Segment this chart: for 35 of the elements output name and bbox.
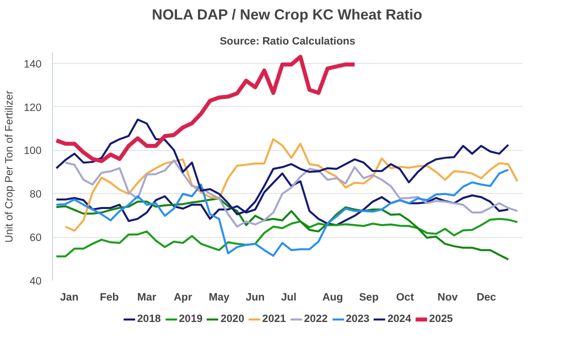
legend-label: 2024 xyxy=(387,313,412,325)
line-series xyxy=(64,138,518,232)
y-tick-label: 100 xyxy=(24,145,42,158)
legend-label: 2019 xyxy=(178,313,203,325)
legend-label: 2018 xyxy=(137,313,161,325)
x-tick-label: Nov xyxy=(438,292,458,304)
legend-label: 2023 xyxy=(346,313,370,325)
y-tick-label: 80 xyxy=(30,188,42,201)
legend-label: 2022 xyxy=(304,313,328,325)
line-series xyxy=(55,168,510,257)
y-tick-label: 40 xyxy=(30,276,42,288)
x-tick-label: Sep xyxy=(359,292,380,304)
line-series xyxy=(55,197,510,260)
y-tick-label: 60 xyxy=(30,232,42,244)
chart-title: NOLA DAP / New Crop KC Wheat Ratio xyxy=(152,8,422,24)
x-tick-label: Jul xyxy=(281,292,297,304)
x-tick-label: Oct xyxy=(396,292,414,304)
line-series xyxy=(64,159,518,228)
x-tick-label: May xyxy=(208,292,230,304)
x-tick-label: Jan xyxy=(60,292,78,304)
x-tick-label: Aug xyxy=(322,292,344,304)
y-tick-label: 140 xyxy=(24,58,42,70)
y-axis-title: Unit of Crop Per Ton of Fertilizer xyxy=(4,90,16,243)
x-tick-label: Jun xyxy=(246,292,265,304)
x-tick-label: Apr xyxy=(174,292,192,304)
source-note: Source: Ratio Calculations xyxy=(220,36,356,48)
legend-label: 2025 xyxy=(429,313,453,325)
line-series xyxy=(54,54,357,164)
x-tick-label: Dec xyxy=(476,292,496,304)
legend-label: 2021 xyxy=(262,313,286,325)
legend-label: 2020 xyxy=(220,313,244,325)
x-tick-label: Feb xyxy=(100,292,120,304)
y-tick-label: 120 xyxy=(24,102,42,114)
line-series xyxy=(55,218,518,258)
x-tick-label: Mar xyxy=(137,292,156,304)
